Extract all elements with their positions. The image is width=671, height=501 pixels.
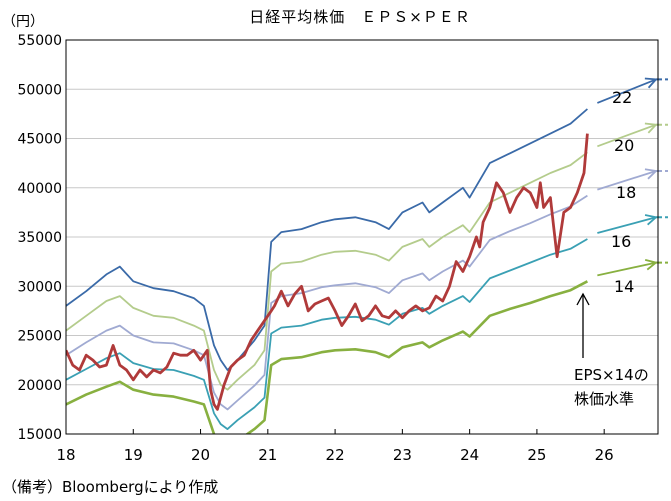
y-unit-label: （円） bbox=[2, 14, 44, 30]
per-label-14: 14 bbox=[614, 277, 634, 296]
series-group bbox=[66, 108, 589, 434]
y-tick-label: 20000 bbox=[17, 378, 62, 394]
projection-arrow-20 bbox=[597, 123, 657, 148]
series-line-nikkei bbox=[66, 133, 589, 411]
x-tick-label: 22 bbox=[326, 446, 345, 464]
chart-title: 日経平均株価 ＥＰＳ×ＰＥＲ bbox=[249, 8, 471, 26]
y-tick-label: 40000 bbox=[17, 181, 62, 197]
annotation: EPS×14の 株価水準 bbox=[574, 292, 649, 408]
y-tick-label: 35000 bbox=[17, 230, 62, 246]
per-label-22: 22 bbox=[612, 88, 632, 107]
y-tick-label: 45000 bbox=[17, 132, 62, 148]
per-label-16: 16 bbox=[611, 232, 631, 251]
y-tick-label: 55000 bbox=[17, 33, 62, 49]
x-tick-label: 24 bbox=[460, 446, 479, 464]
y-tick-label: 30000 bbox=[17, 279, 62, 295]
projection-arrow-22 bbox=[597, 78, 657, 104]
per-labels: 22 20 18 16 14 bbox=[611, 88, 636, 296]
projection-arrow-18 bbox=[597, 170, 657, 191]
series-line-per-20 bbox=[66, 151, 588, 391]
x-tick-label: 25 bbox=[527, 446, 546, 464]
per-label-18: 18 bbox=[616, 183, 636, 202]
x-tick-label: 19 bbox=[124, 446, 143, 464]
plot-frame bbox=[65, 39, 659, 435]
source-note: （備考）Bloombergにより作成 bbox=[2, 478, 218, 496]
x-tick-label: 20 bbox=[191, 446, 210, 464]
y-tick-label: 15000 bbox=[17, 427, 62, 443]
extension-arrows bbox=[597, 77, 668, 277]
series-line-per-16 bbox=[66, 238, 588, 431]
annotation-arrowhead bbox=[576, 292, 590, 306]
x-tick-label: 18 bbox=[56, 446, 75, 464]
projection-arrow-14 bbox=[597, 261, 657, 277]
x-tick-label: 21 bbox=[258, 446, 277, 464]
projection-arrow-16 bbox=[597, 216, 657, 234]
series-line-per-18 bbox=[66, 194, 588, 411]
x-axis: 18 19 20 21 22 23 24 25 26 bbox=[56, 429, 614, 464]
series-line-per-22 bbox=[66, 108, 588, 371]
x-tick-label: 26 bbox=[595, 446, 614, 464]
series-line-per-14 bbox=[66, 280, 589, 434]
y-tick-label: 25000 bbox=[17, 329, 62, 345]
per-label-20: 20 bbox=[614, 136, 634, 155]
y-tick-label: 50000 bbox=[17, 82, 62, 98]
annotation-line2: 株価水準 bbox=[574, 390, 634, 408]
grid bbox=[66, 39, 658, 435]
annotation-line1: EPS×14の bbox=[574, 366, 649, 384]
x-tick-label: 23 bbox=[393, 446, 412, 464]
y-axis: 15000 20000 25000 30000 35000 40000 45000 50000… bbox=[17, 33, 62, 443]
